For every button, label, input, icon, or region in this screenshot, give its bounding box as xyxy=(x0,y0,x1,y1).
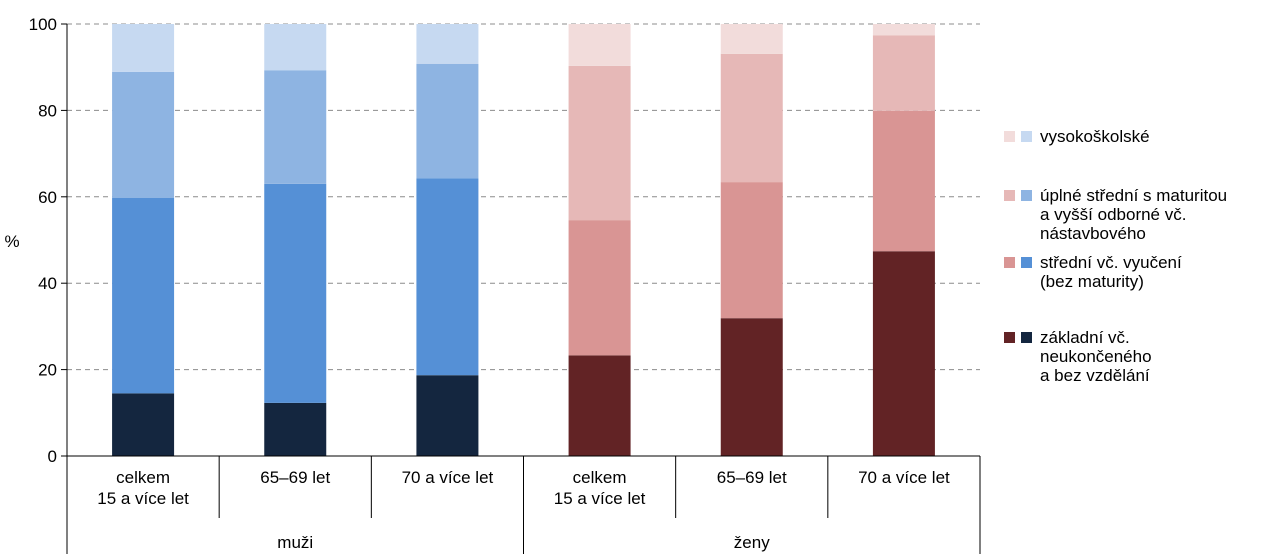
legend-swatch-women xyxy=(1004,332,1015,343)
bar-segment xyxy=(568,65,631,221)
bar-segment xyxy=(264,183,327,403)
bar-segment xyxy=(568,355,631,456)
bar-segment xyxy=(264,70,327,184)
y-tick-label: 20 xyxy=(38,361,57,380)
x-category-label: 65–69 let xyxy=(260,468,330,487)
bar-segment xyxy=(720,182,783,319)
legend-swatch-women xyxy=(1004,257,1015,268)
bar-segment xyxy=(416,375,479,456)
bar-segment xyxy=(872,110,935,252)
y-tick-label: 100 xyxy=(29,15,57,34)
bar-segment xyxy=(416,178,479,376)
legend-swatch-men xyxy=(1021,190,1032,201)
legend-swatch-men xyxy=(1021,257,1032,268)
bar-segment xyxy=(720,53,783,183)
y-tick-label: 0 xyxy=(48,447,57,466)
bar-segment xyxy=(416,63,479,179)
axes: 0 20 40 60 80 100 celkem 15 a více let 65–69 let… xyxy=(29,15,981,554)
y-tick-label: 60 xyxy=(38,188,57,207)
legend-label: střední vč. vyučení (bez maturity) xyxy=(1040,253,1182,291)
x-category-label: 70 a více let xyxy=(858,468,950,487)
bar-segment xyxy=(568,220,631,356)
bar-segment xyxy=(264,24,327,71)
bar-segment xyxy=(872,24,935,36)
bar-segment xyxy=(872,251,935,456)
bar-segment xyxy=(416,24,479,64)
bar-segment xyxy=(112,197,175,394)
y-tick-label: 40 xyxy=(38,274,57,293)
x-category-label: 65–69 let xyxy=(717,468,787,487)
bar-segment xyxy=(568,24,631,66)
bar-segment xyxy=(720,24,783,54)
legend: vysokoškolské úplné střední s maturitou … xyxy=(1000,0,1280,554)
bars xyxy=(112,24,935,456)
bar-segment xyxy=(872,35,935,111)
legend-swatch-women xyxy=(1004,131,1015,142)
legend-swatch-men xyxy=(1021,332,1032,343)
x-category-label: 70 a více let xyxy=(402,468,494,487)
legend-swatch-men xyxy=(1021,131,1032,142)
x-category-label: celkem 15 a více let xyxy=(554,468,646,508)
bar-segment xyxy=(264,402,327,456)
legend-label: úplné střední s maturitou a vyšší odborn… xyxy=(1040,186,1228,243)
legend-label: základní vč. neukončeného a bez vzdělání xyxy=(1040,328,1152,385)
grid-lines xyxy=(67,23,980,371)
legend-swatch-women xyxy=(1004,190,1015,201)
chart: 0 20 40 60 80 100 celkem 15 a více let 65–69 let… xyxy=(4,15,981,554)
x-group-label: ženy xyxy=(734,533,770,552)
y-tick-label: 80 xyxy=(38,101,57,120)
bar-segment xyxy=(720,318,783,456)
bar-segment xyxy=(112,71,175,198)
bar-segment xyxy=(112,393,175,456)
bar-segment xyxy=(112,24,175,72)
x-category-label: celkem 15 a více let xyxy=(97,468,189,508)
y-axis-label: % xyxy=(4,232,19,251)
x-group-label: muži xyxy=(277,533,313,552)
legend-label: vysokoškolské xyxy=(1040,127,1150,146)
